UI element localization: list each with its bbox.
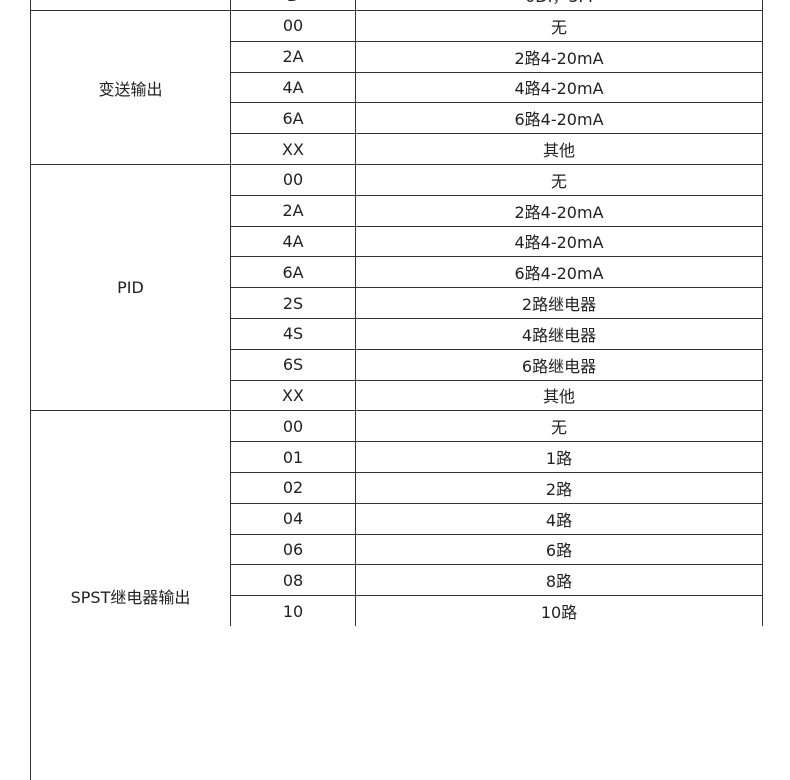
code-cell: 02 — [230, 472, 355, 503]
group-label: PID — [30, 164, 230, 411]
description-cell: 2路4-20mA — [355, 40, 763, 72]
code-cell: 08 — [230, 564, 355, 596]
code-cell: 00 — [230, 10, 355, 41]
description-cell: 4路4-20mA — [355, 225, 763, 257]
code-cell: 4A — [230, 71, 355, 103]
code-cell: 4A — [230, 225, 355, 257]
description-cell: 4路继电器 — [355, 318, 763, 349]
code-cell: 2A — [230, 194, 355, 226]
code-cell: 04 — [230, 502, 355, 534]
description-cell: 无 — [355, 410, 763, 442]
description-cell: 6路 — [355, 533, 763, 565]
description-cell: 其他 — [355, 379, 763, 411]
description-cell: 2路4-20mA — [355, 194, 763, 226]
description-cell: 无 — [355, 10, 763, 41]
code-cell: 06 — [230, 533, 355, 565]
description-cell: 4路 — [355, 502, 763, 534]
description-cell: 0DI，3PI — [355, 0, 763, 10]
code-cell: 6S — [230, 348, 355, 380]
code-cell: XX — [230, 379, 355, 411]
group-label: SPST继电器输出 — [30, 410, 230, 780]
spec-table: C1DI，2PID0DI，3PI变送输出00无2A2路4-20mA4A4路4-2… — [30, 0, 763, 780]
description-cell: 4路4-20mA — [355, 71, 763, 103]
description-cell: 6路4-20mA — [355, 102, 763, 134]
description-cell: 6路4-20mA — [355, 256, 763, 288]
group-label — [30, 0, 230, 10]
group-label: 变送输出 — [30, 10, 230, 164]
description-cell: 2路继电器 — [355, 287, 763, 318]
code-cell: 01 — [230, 441, 355, 472]
code-cell: 6A — [230, 102, 355, 134]
code-cell: D — [230, 0, 355, 10]
description-cell: 其他 — [355, 133, 763, 164]
code-cell: 00 — [230, 164, 355, 195]
code-cell: 2A — [230, 40, 355, 72]
description-cell: 6路继电器 — [355, 348, 763, 380]
description-cell: 8路 — [355, 564, 763, 596]
code-cell: 4S — [230, 318, 355, 349]
description-cell: 无 — [355, 164, 763, 195]
description-cell: 1路 — [355, 441, 763, 472]
code-cell: XX — [230, 133, 355, 164]
code-cell: 00 — [230, 410, 355, 442]
code-cell: 2S — [230, 287, 355, 318]
description-cell: 10路 — [355, 595, 763, 626]
code-cell: 6A — [230, 256, 355, 288]
description-cell: 2路 — [355, 472, 763, 503]
code-cell: 10 — [230, 595, 355, 626]
